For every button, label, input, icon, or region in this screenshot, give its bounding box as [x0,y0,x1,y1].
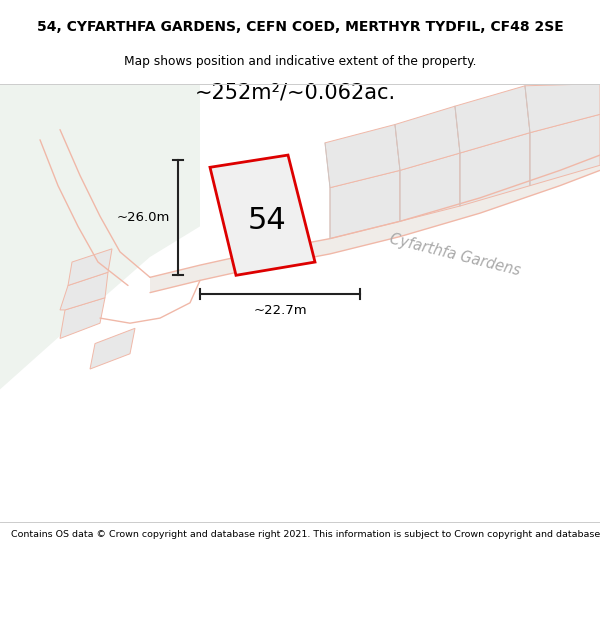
Text: Cyfarthfa Gardens: Cyfarthfa Gardens [388,231,522,279]
Polygon shape [400,153,460,221]
Polygon shape [90,328,135,369]
Text: Map shows position and indicative extent of the property.: Map shows position and indicative extent… [124,56,476,69]
Polygon shape [60,298,105,339]
Polygon shape [395,106,460,171]
Text: ~22.7m: ~22.7m [253,304,307,317]
Polygon shape [530,114,600,186]
Polygon shape [150,155,600,292]
Polygon shape [455,86,530,153]
Text: 54: 54 [248,206,287,234]
Text: Contains OS data © Crown copyright and database right 2021. This information is : Contains OS data © Crown copyright and d… [11,530,600,539]
Polygon shape [325,124,400,188]
Polygon shape [210,155,315,275]
Polygon shape [68,249,112,286]
Text: ~26.0m: ~26.0m [116,211,170,224]
Polygon shape [525,84,600,132]
Polygon shape [60,272,108,310]
Text: ~252m²/~0.062ac.: ~252m²/~0.062ac. [194,82,395,102]
Polygon shape [460,132,530,206]
Polygon shape [0,84,200,389]
Polygon shape [330,171,400,239]
Text: 54, CYFARTHFA GARDENS, CEFN COED, MERTHYR TYDFIL, CF48 2SE: 54, CYFARTHFA GARDENS, CEFN COED, MERTHY… [37,20,563,34]
